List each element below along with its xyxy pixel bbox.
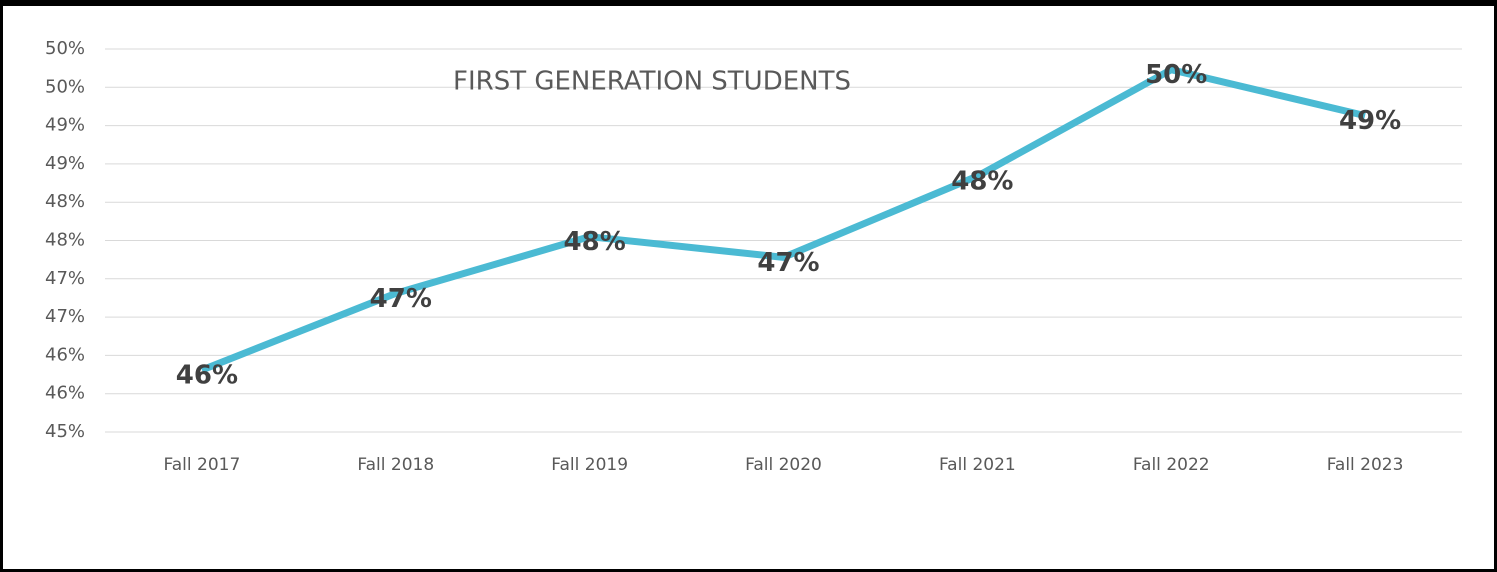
data-label: 47% xyxy=(370,284,432,314)
y-tick-label: 45% xyxy=(45,421,85,442)
data-label: 48% xyxy=(951,167,1013,197)
data-label: 49% xyxy=(1339,106,1401,136)
x-tick-label: Fall 2019 xyxy=(551,455,628,475)
x-tick-label: Fall 2021 xyxy=(939,455,1016,475)
x-tick-label: Fall 2023 xyxy=(1327,455,1404,475)
y-tick-label: 50% xyxy=(45,76,85,97)
x-tick-label: Fall 2018 xyxy=(357,455,434,475)
y-tick-label: 50% xyxy=(45,38,85,59)
data-label: 50% xyxy=(1145,60,1207,90)
y-tick-label: 48% xyxy=(45,230,85,251)
data-label: 47% xyxy=(757,248,819,278)
x-tick-label: Fall 2017 xyxy=(164,455,241,475)
y-tick-label: 46% xyxy=(45,344,85,365)
chart-title: FIRST GENERATION STUDENTS xyxy=(453,67,851,97)
line-series xyxy=(200,66,1366,374)
y-tick-label: 48% xyxy=(45,191,85,212)
y-tick-label: 46% xyxy=(45,383,85,404)
y-tick-label: 47% xyxy=(45,306,85,327)
x-tick-label: Fall 2020 xyxy=(745,455,822,475)
y-tick-label: 49% xyxy=(45,153,85,174)
data-label: 46% xyxy=(176,360,238,390)
data-label: 48% xyxy=(564,227,626,257)
y-tick-label: 49% xyxy=(45,115,85,136)
x-tick-label: Fall 2022 xyxy=(1133,455,1210,475)
y-tick-label: 47% xyxy=(45,268,85,289)
